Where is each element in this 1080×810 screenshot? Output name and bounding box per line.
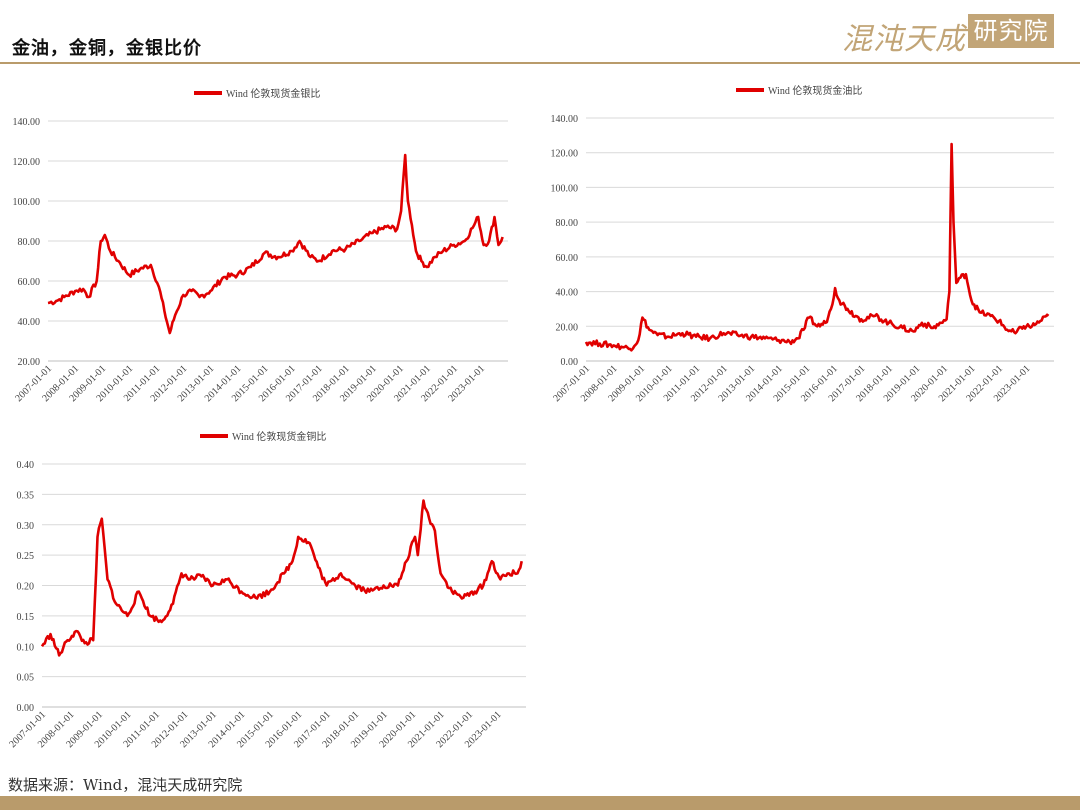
page-title: 金油，金铜，金银比价 (12, 38, 202, 59)
legend-label: Wind 伦敦现货金银比 (226, 87, 320, 100)
y-tick-label: 0.35 (17, 490, 35, 501)
y-tick-label: 80.00 (556, 218, 579, 229)
y-tick-label: 120.00 (551, 149, 579, 160)
logo-script-text: 混沌天成 (842, 22, 966, 57)
y-tick-label: 40.00 (18, 317, 41, 328)
y-tick-label: 100.00 (551, 183, 579, 194)
y-tick-label: 100.00 (13, 197, 41, 208)
y-tick-label: 20.00 (556, 322, 579, 333)
y-tick-label: 120.00 (13, 157, 41, 168)
y-tick-label: 0.10 (17, 642, 35, 653)
y-tick-label: 0.00 (561, 357, 579, 368)
header-rule (0, 62, 1080, 64)
legend-label: Wind 伦敦现货金油比 (768, 84, 862, 97)
y-tick-label: 0.00 (17, 703, 35, 714)
y-tick-label: 60.00 (18, 277, 41, 288)
footer-band (0, 796, 1080, 810)
chart-gold-silver-ratio: 20.0040.0060.0080.00100.00120.00140.0020… (13, 87, 508, 404)
y-tick-label: 40.00 (556, 288, 579, 299)
data-source-note: 数据来源：Wind，混沌天成研究院 (8, 776, 243, 794)
y-tick-label: 0.30 (17, 521, 35, 532)
logo-box-text: 研究院 (968, 14, 1054, 48)
y-tick-label: 60.00 (556, 253, 579, 264)
y-tick-label: 0.20 (17, 582, 35, 593)
y-tick-label: 140.00 (551, 114, 579, 125)
y-tick-label: 140.00 (13, 117, 41, 128)
chart-gold-oil-ratio: 0.00 20.00 40.00 60.00 80.00 100.00 120.00 140.… (551, 84, 1054, 404)
series-line (584, 142, 1050, 352)
y-tick-label: 0.05 (17, 673, 35, 684)
chart-gold-copper-ratio: 0.000.050.100.150.200.250.300.350.402007… (7, 430, 526, 750)
legend-label: Wind 伦敦现货金铜比 (232, 430, 326, 443)
y-tick-label: 0.25 (17, 551, 35, 562)
series-line (40, 499, 523, 657)
y-tick-label: 0.40 (17, 460, 35, 471)
brand-logo: 混沌天成 研究院 (842, 12, 1056, 57)
series-line (47, 153, 504, 335)
y-tick-label: 0.15 (17, 612, 35, 623)
y-tick-label: 80.00 (18, 237, 41, 248)
y-tick-label: 20.00 (18, 357, 41, 368)
